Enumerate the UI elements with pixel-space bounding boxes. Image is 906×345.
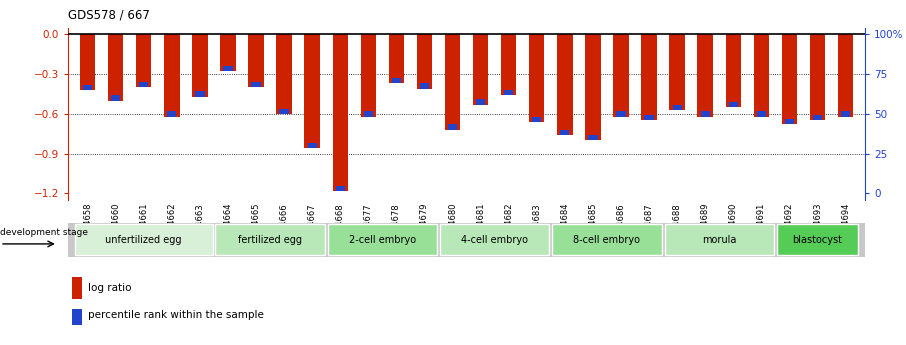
Bar: [251, 82, 261, 87]
FancyBboxPatch shape: [216, 224, 325, 255]
Text: 2-cell embryo: 2-cell embryo: [349, 235, 416, 245]
Bar: [448, 125, 458, 130]
Bar: [279, 109, 289, 114]
Bar: [391, 78, 401, 83]
Bar: [417, 34, 432, 89]
Bar: [445, 34, 460, 130]
Bar: [557, 34, 573, 135]
Bar: [363, 111, 373, 117]
Bar: [757, 111, 766, 117]
Text: fertilized egg: fertilized egg: [238, 235, 302, 245]
Text: percentile rank within the sample: percentile rank within the sample: [88, 310, 264, 320]
Bar: [782, 34, 797, 125]
Bar: [389, 34, 404, 83]
Bar: [192, 34, 207, 97]
FancyBboxPatch shape: [440, 224, 549, 255]
Bar: [72, 309, 82, 325]
Bar: [196, 91, 205, 97]
Text: development stage: development stage: [0, 228, 88, 237]
Bar: [670, 34, 685, 110]
Bar: [644, 115, 654, 120]
Bar: [108, 34, 123, 101]
Text: blastocyst: blastocyst: [793, 235, 843, 245]
Bar: [560, 130, 570, 135]
Text: morula: morula: [702, 235, 737, 245]
Bar: [304, 34, 320, 148]
Bar: [532, 117, 542, 122]
FancyBboxPatch shape: [776, 224, 858, 255]
Bar: [335, 186, 345, 191]
Bar: [419, 83, 429, 89]
Bar: [224, 66, 233, 71]
Text: GDS578 / 667: GDS578 / 667: [68, 9, 149, 22]
FancyBboxPatch shape: [68, 223, 865, 257]
Bar: [168, 111, 177, 117]
Bar: [220, 34, 236, 71]
Bar: [810, 34, 825, 120]
FancyBboxPatch shape: [664, 224, 774, 255]
Bar: [248, 34, 264, 87]
Bar: [361, 34, 376, 117]
Bar: [504, 90, 514, 95]
Bar: [333, 34, 348, 191]
Bar: [140, 82, 149, 87]
Bar: [276, 34, 292, 114]
Bar: [698, 34, 713, 117]
Text: unfertilized egg: unfertilized egg: [105, 235, 182, 245]
FancyBboxPatch shape: [328, 224, 437, 255]
Bar: [473, 34, 488, 105]
Bar: [754, 34, 769, 117]
Bar: [80, 34, 95, 90]
Bar: [616, 111, 626, 117]
Text: 4-cell embryo: 4-cell embryo: [461, 235, 528, 245]
Bar: [83, 85, 92, 90]
Bar: [672, 105, 682, 110]
FancyBboxPatch shape: [553, 224, 661, 255]
Bar: [72, 277, 82, 299]
Bar: [613, 34, 629, 117]
Bar: [841, 111, 850, 117]
Bar: [785, 119, 794, 125]
Bar: [726, 34, 741, 107]
Bar: [728, 102, 737, 107]
Bar: [588, 135, 598, 140]
FancyBboxPatch shape: [75, 224, 213, 255]
Bar: [813, 115, 822, 120]
Bar: [501, 34, 516, 95]
Bar: [476, 99, 486, 105]
Bar: [307, 143, 317, 148]
Bar: [585, 34, 601, 140]
Bar: [136, 34, 151, 87]
Text: 8-cell embryo: 8-cell embryo: [573, 235, 641, 245]
Bar: [700, 111, 709, 117]
Text: log ratio: log ratio: [88, 283, 131, 293]
Bar: [111, 95, 120, 101]
Bar: [529, 34, 545, 122]
Bar: [838, 34, 853, 117]
Bar: [164, 34, 179, 117]
Bar: [641, 34, 657, 120]
